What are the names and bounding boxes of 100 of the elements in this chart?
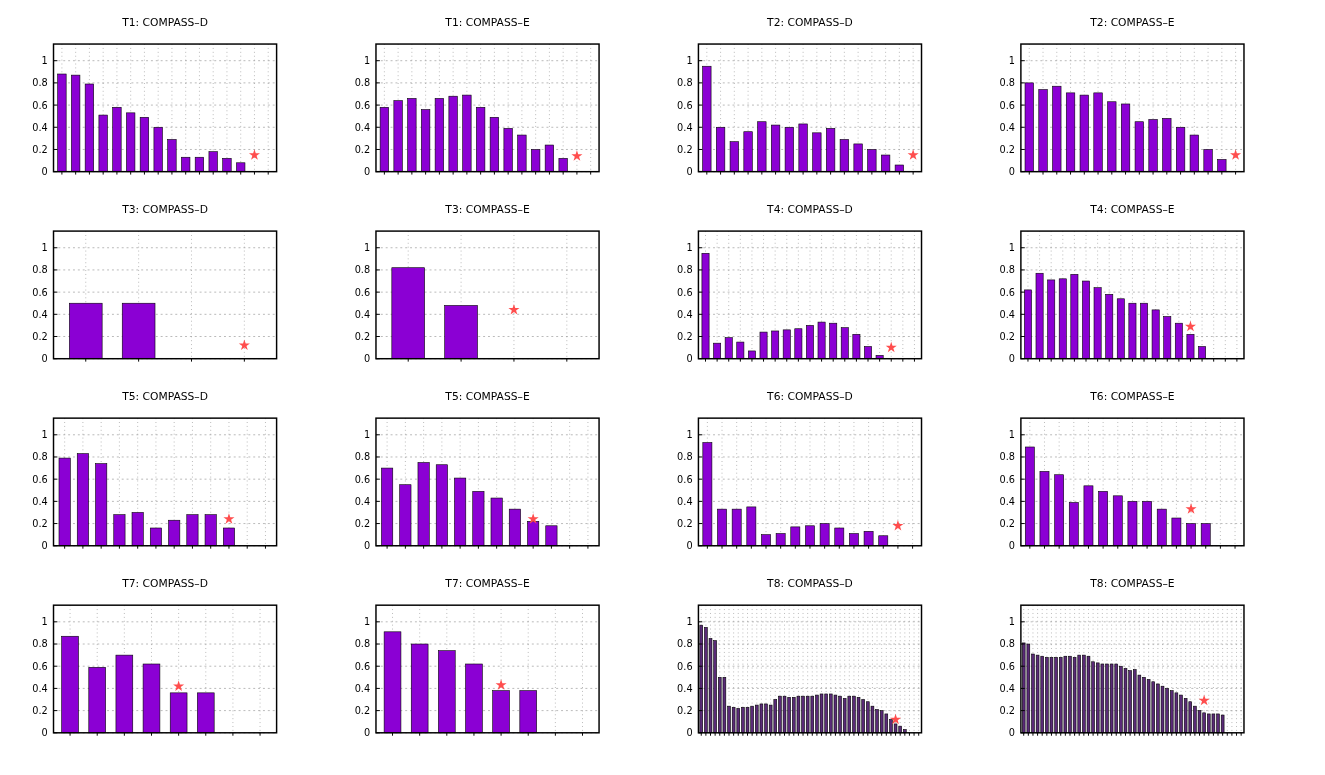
y-tick-label: 0.4 <box>999 121 1016 133</box>
y-tick-label: 0.6 <box>999 286 1016 298</box>
y-tick-label: 0 <box>686 727 693 739</box>
y-tick-label: 1 <box>41 429 48 441</box>
y-tick-label: 0.6 <box>32 99 48 111</box>
y-tick-label: 0.2 <box>32 330 48 342</box>
y-tick-label: 0.4 <box>677 495 693 507</box>
y-tick-label: 0.6 <box>32 660 48 672</box>
y-tick-label: 1 <box>686 55 693 67</box>
y-tick-label: 0.2 <box>999 143 1016 155</box>
y-tick-label: 0.4 <box>354 308 371 320</box>
y-tick-label: 0 <box>363 353 371 365</box>
chart-title: T2: COMPASS–D <box>766 15 853 29</box>
y-tick-label: 0.8 <box>999 451 1016 463</box>
y-tick-label: 0 <box>1008 540 1016 552</box>
y-tick-label: 0.4 <box>354 495 371 507</box>
y-tick-label: 0.2 <box>677 517 693 529</box>
y-tick-label: 0.6 <box>354 660 371 672</box>
y-tick-label: 1 <box>41 242 48 254</box>
y-tick-label: 0.8 <box>354 638 371 650</box>
y-tick-label: 0.2 <box>999 330 1016 342</box>
y-tick-label: 0.2 <box>354 705 371 717</box>
y-tick-label: 0.6 <box>677 660 693 672</box>
y-tick-label: 0.6 <box>32 286 48 298</box>
y-tick-label: 0 <box>41 353 48 365</box>
chart-title: T1: COMPASS–E <box>444 15 530 29</box>
y-tick-label: 0 <box>41 166 48 178</box>
y-tick-label: 0.6 <box>999 99 1016 111</box>
y-tick-label: 0 <box>686 166 693 178</box>
chart-title: T6: COMPASS–D <box>766 389 853 403</box>
y-tick-label: 0 <box>363 727 371 739</box>
chart-title: T3: COMPASS–D <box>121 202 208 216</box>
y-tick-label: 0.2 <box>32 705 48 717</box>
y-tick-label: 1 <box>686 429 693 441</box>
y-tick-label: 0.6 <box>354 473 371 485</box>
y-tick-label: 1 <box>1008 429 1016 441</box>
y-tick-label: 0.6 <box>677 99 693 111</box>
y-tick-label: 0.2 <box>677 330 693 342</box>
chart-title: T7: COMPASS–D <box>121 576 208 590</box>
y-tick-label: 1 <box>363 55 371 67</box>
y-tick-label: 1 <box>41 616 48 628</box>
y-tick-label: 1 <box>1008 55 1016 67</box>
y-tick-label: 0.4 <box>677 308 693 320</box>
y-tick-label: 0.8 <box>677 638 693 650</box>
chart-title: T4: COMPASS–E <box>1089 202 1175 216</box>
y-tick-label: 0.8 <box>677 451 693 463</box>
y-tick-label: 0.4 <box>354 682 371 694</box>
y-tick-label: 0.8 <box>677 77 693 89</box>
chart-title: T5: COMPASS–D <box>121 389 208 403</box>
y-tick-label: 0.2 <box>999 705 1016 717</box>
y-tick-label: 0.4 <box>32 121 48 133</box>
chart-title: T8: COMPASS–D <box>766 576 853 590</box>
y-tick-label: 0.6 <box>354 99 371 111</box>
chart-title: T5: COMPASS–E <box>444 389 530 403</box>
y-tick-label: 0.2 <box>677 143 693 155</box>
y-tick-label: 0.6 <box>999 473 1016 485</box>
y-tick-label: 0.2 <box>354 517 371 529</box>
y-tick-label: 0.4 <box>32 308 48 320</box>
chart-title: T7: COMPASS–E <box>444 576 530 590</box>
chart-title: T1: COMPASS–D <box>121 15 208 29</box>
y-tick-label: 0 <box>363 166 371 178</box>
y-tick-label: 0.4 <box>677 121 693 133</box>
y-tick-label: 0.2 <box>32 517 48 529</box>
y-tick-label: 0.8 <box>32 264 48 276</box>
y-tick-label: 0.8 <box>354 264 371 276</box>
y-tick-label: 0.2 <box>999 517 1016 529</box>
y-tick-label: 0.6 <box>677 286 693 298</box>
y-tick-label: 0 <box>363 540 371 552</box>
y-tick-label: 0.4 <box>677 682 693 694</box>
chart-title: T4: COMPASS–D <box>766 202 853 216</box>
y-tick-label: 0.2 <box>32 143 48 155</box>
y-tick-label: 1 <box>686 616 693 628</box>
y-tick-label: 1 <box>1008 242 1016 254</box>
y-tick-label: 1 <box>363 429 371 441</box>
y-tick-label: 0.8 <box>354 451 371 463</box>
chart-title: T6: COMPASS–E <box>1089 389 1175 403</box>
y-tick-label: 0.2 <box>354 330 371 342</box>
y-tick-label: 0.8 <box>32 77 48 89</box>
y-tick-label: 0 <box>1008 727 1016 739</box>
chart-title: T2: COMPASS–E <box>1089 15 1175 29</box>
y-tick-label: 0.8 <box>354 77 371 89</box>
y-tick-label: 0.4 <box>999 308 1016 320</box>
y-tick-label: 0.4 <box>999 682 1016 694</box>
y-tick-label: 1 <box>363 616 371 628</box>
y-tick-label: 1 <box>1008 616 1016 628</box>
y-tick-label: 0 <box>1008 353 1016 365</box>
y-tick-label: 0.4 <box>32 495 48 507</box>
y-tick-label: 0.8 <box>32 451 48 463</box>
chart-title: T3: COMPASS–E <box>444 202 530 216</box>
y-tick-label: 1 <box>686 242 693 254</box>
y-tick-label: 0.2 <box>677 705 693 717</box>
y-tick-label: 0 <box>41 540 48 552</box>
y-tick-label: 1 <box>41 55 48 67</box>
y-tick-label: 0.8 <box>999 638 1016 650</box>
chart-title: T8: COMPASS–E <box>1089 576 1175 590</box>
y-tick-label: 0 <box>1008 166 1016 178</box>
y-tick-label: 0.6 <box>677 473 693 485</box>
y-tick-label: 0.6 <box>999 660 1016 672</box>
y-tick-label: 0.6 <box>354 286 371 298</box>
y-tick-label: 0 <box>41 727 48 739</box>
